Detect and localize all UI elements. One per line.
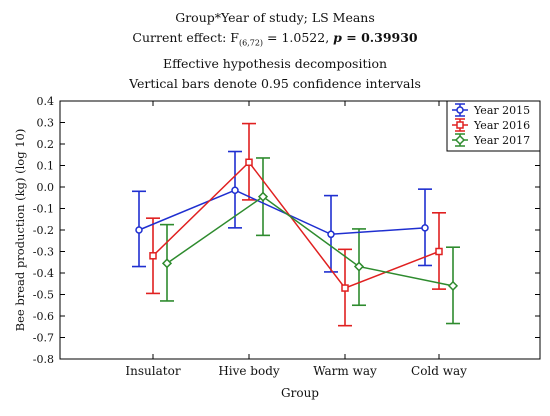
legend-marker xyxy=(456,121,464,129)
series-line xyxy=(138,189,426,236)
x-tick-label: Insulator xyxy=(125,364,180,378)
chart-header: Group*Year of study; LS Means Current ef… xyxy=(0,8,550,94)
y-tick-label: -0.2 xyxy=(33,224,54,237)
point-marker xyxy=(257,191,269,202)
y-tick-label: 0.4 xyxy=(37,95,55,108)
point-marker xyxy=(161,258,173,269)
y-tick-label: -0.5 xyxy=(33,289,54,302)
x-axis-title: Group xyxy=(281,386,319,400)
legend-label: Year 2017 xyxy=(473,134,530,147)
point-marker xyxy=(435,247,443,256)
point-marker xyxy=(149,252,157,260)
y-tick-label: -0.6 xyxy=(33,310,54,323)
point-marker xyxy=(231,186,239,194)
series-line xyxy=(152,161,440,289)
point-marker xyxy=(245,158,253,167)
legend: Year 2015 Year 2016 Year 2017 xyxy=(446,100,541,152)
y-tick-label: -0.8 xyxy=(33,353,54,366)
chart-title: Group*Year of study; LS Means xyxy=(175,10,375,25)
series-markers xyxy=(135,158,459,292)
y-axis: 0.4 0.3 0.2 0.1 0.0 -0.1 -0.2 -0.3 -0.4 -0.5 -0.6 -… xyxy=(33,95,540,366)
legend-label: Year 2015 xyxy=(473,104,530,117)
y-tick-label: 0.3 xyxy=(37,117,55,130)
y-tick-label: -0.3 xyxy=(33,246,54,259)
point-marker xyxy=(327,230,335,239)
x-tick-label: Cold way xyxy=(411,364,467,378)
x-tick-label: Hive body xyxy=(218,364,280,378)
y-tick-label: -0.4 xyxy=(33,267,54,280)
ci-note: Vertical bars denote 0.95 confidence int… xyxy=(129,75,421,91)
y-tick-label: 0.0 xyxy=(37,181,55,194)
y-tick-label: 0.2 xyxy=(37,138,55,151)
series-line xyxy=(166,195,454,287)
legend-marker xyxy=(456,106,464,114)
x-tick-label: Warm way xyxy=(313,364,377,378)
point-marker xyxy=(353,261,365,272)
legend-marker xyxy=(454,134,466,146)
decomposition-note: Effective hypothesis decomposition xyxy=(162,55,388,71)
y-axis-title: Bee bread production (kg) (log 10) xyxy=(13,129,27,332)
point-marker xyxy=(135,226,143,234)
x-axis: Insulator Hive body Warm way Cold way xyxy=(125,101,467,378)
effect-statistic: Current effect: F(6,72) = 1.0522, p = 0.… xyxy=(132,30,418,48)
series-lines xyxy=(138,161,454,289)
point-marker xyxy=(447,280,459,291)
y-tick-label: -0.7 xyxy=(33,332,54,345)
point-marker xyxy=(421,224,429,232)
y-tick-label: 0.1 xyxy=(37,160,55,173)
y-tick-label: -0.1 xyxy=(33,203,54,216)
point-marker xyxy=(341,284,349,292)
legend-label: Year 2016 xyxy=(473,119,530,132)
